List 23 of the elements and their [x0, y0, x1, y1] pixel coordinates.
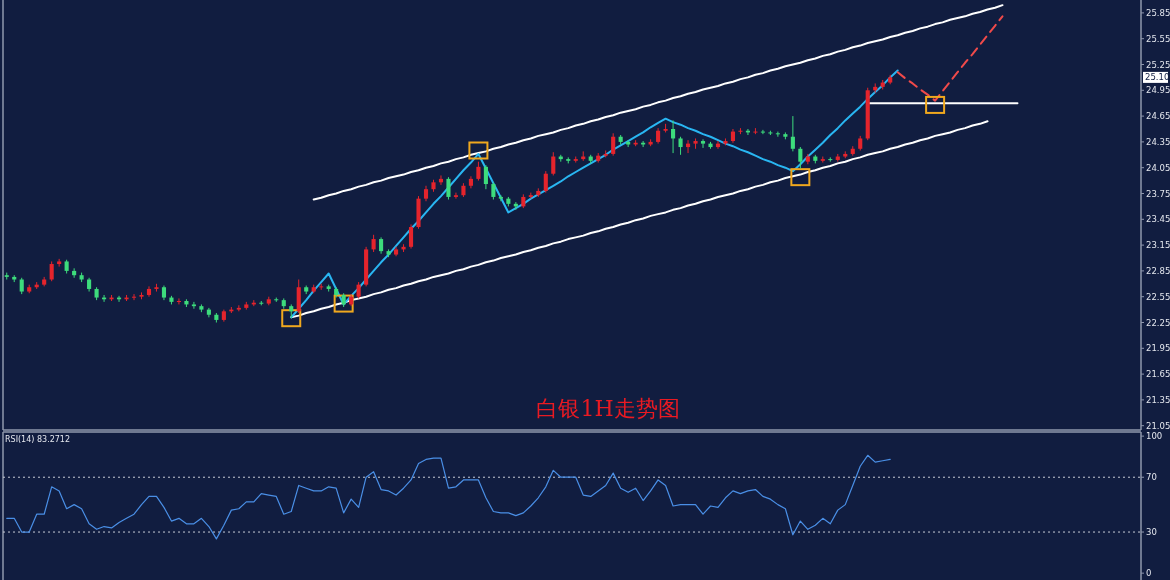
y-tick-label: 22.55: [1146, 291, 1170, 302]
y-tick-label: 22.25: [1146, 317, 1170, 328]
y-tick-label: 21.35: [1146, 394, 1170, 405]
y-tick-label: 24.35: [1146, 136, 1170, 147]
y-tick-label: 21.05: [1146, 420, 1170, 431]
y-tick-label: 24.95: [1146, 85, 1170, 96]
title: RSI(14) 83.2712: [5, 435, 71, 444]
y-tick-label: 23.75: [1146, 188, 1170, 199]
y-tick-label: 21.95: [1146, 343, 1170, 354]
y-tick-label: 24.05: [1146, 162, 1170, 173]
y-tick-label: 23.15: [1146, 240, 1170, 251]
y-tick-label: 24.65: [1146, 111, 1170, 122]
y-tick-label: 21.65: [1146, 369, 1170, 380]
y-tick-label: 25.25: [1146, 59, 1170, 70]
y-tick-label: 25.55: [1146, 33, 1170, 44]
title: 白银1H走势图: [536, 396, 680, 421]
y-tick-label: 70: [1146, 472, 1157, 483]
y-tick-label: 0: [1146, 568, 1152, 579]
y-tick-label: 22.85: [1146, 265, 1170, 276]
y-tick-label: 30: [1146, 527, 1157, 538]
y-tick-label: 25.85: [1146, 7, 1170, 18]
y-tick-label: 23.45: [1146, 214, 1170, 225]
y-tick-label: 100: [1146, 431, 1163, 442]
